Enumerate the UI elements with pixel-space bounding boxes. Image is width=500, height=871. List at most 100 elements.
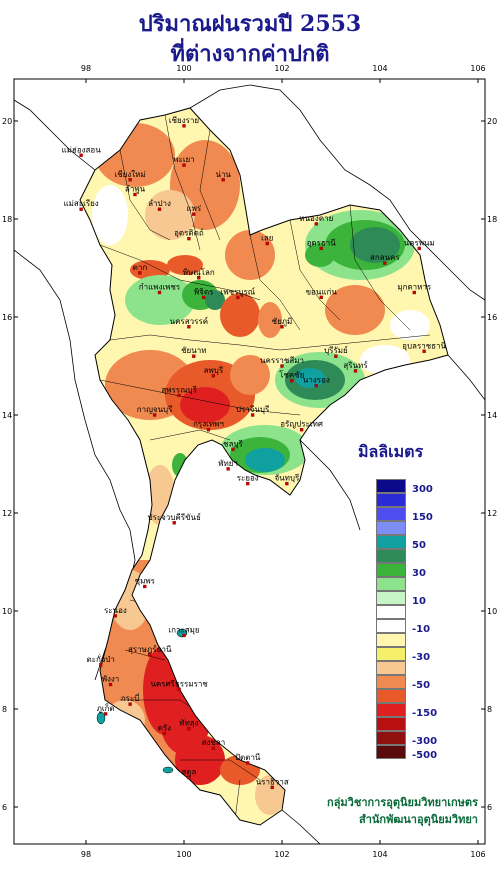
legend-label: -300 (412, 736, 438, 747)
legend-class: 150 (376, 507, 433, 523)
legend-swatch (376, 535, 406, 549)
place-label: พัทยา (218, 459, 238, 468)
legend-swatch (376, 507, 406, 521)
place-label: พิษณุโลก (183, 267, 215, 277)
station-marker (265, 241, 269, 246)
station-marker (314, 222, 318, 226)
station-marker (79, 207, 83, 211)
place-label: พังงา (102, 675, 120, 684)
place-label: ลพบุรี (204, 366, 224, 375)
legend-label: 50 (412, 540, 426, 551)
station-marker (192, 212, 196, 216)
station-marker (211, 374, 216, 378)
station-marker (133, 192, 137, 197)
station-marker (319, 246, 323, 251)
legend-class: -500 (376, 745, 437, 761)
legend-label: 10 (412, 596, 426, 607)
legend-class (376, 689, 406, 703)
lat-tick-label: 20 (2, 117, 12, 126)
station-marker (113, 614, 118, 618)
legend-label: -500 (412, 750, 438, 761)
place-label: อุบลราชธานี (402, 341, 446, 350)
station-marker (108, 682, 113, 687)
station-marker (280, 325, 284, 329)
place-label: นครสวรรค์ (170, 316, 208, 326)
place-label: หนองคาย (299, 214, 333, 223)
place-label: นางรอง (303, 376, 330, 385)
station-marker (353, 369, 358, 373)
lat-tick-label: 16 (487, 313, 497, 322)
lon-tick-label: 106 (470, 850, 485, 859)
station-marker (152, 413, 157, 417)
station-marker (182, 633, 186, 638)
legend-label: 30 (412, 568, 426, 579)
credit-line-1: กลุ่มวิชาการอุตุนิยมวิทยาเกษตร (327, 796, 478, 809)
station-marker (197, 276, 201, 280)
place-label: เชียงใหม่ (114, 170, 145, 179)
place-label: นครศรีธรรมราช (150, 679, 208, 688)
station-marker (319, 295, 323, 300)
station-marker (138, 271, 142, 275)
legend-swatch (376, 717, 406, 731)
lat-tick-label: 12 (2, 509, 12, 518)
lat-tick-label: 14 (487, 411, 497, 420)
thailand-border (79, 107, 449, 826)
legend-swatch (376, 633, 406, 647)
legend-swatch (376, 731, 406, 745)
station-marker (177, 687, 181, 692)
lat-tick-label: 8 (2, 705, 7, 714)
place-label: นครพนม (404, 238, 435, 247)
lon-tick-label: 102 (274, 850, 289, 859)
place-label: ชัยนาท (181, 346, 206, 355)
legend-label: 150 (412, 512, 433, 523)
place-label: สุราษฎร์ธานี (128, 644, 172, 654)
place-label: สุรินทร์ (343, 360, 368, 370)
legend-class (376, 605, 406, 619)
station-marker (157, 207, 162, 211)
legend-label: -50 (412, 680, 431, 691)
lat-tick-label: 10 (2, 607, 12, 616)
station-marker (206, 428, 211, 432)
legend-class: 30 (376, 563, 426, 579)
lat-tick-label: 20 (487, 117, 497, 126)
station-marker (182, 124, 186, 128)
legend-swatch (376, 521, 406, 535)
station-marker (162, 731, 167, 736)
legend-swatch (376, 675, 406, 689)
place-label: จันทบุรี (274, 474, 300, 483)
place-label: พะเยา (173, 155, 194, 164)
place-label: มุกดาหาร (397, 283, 432, 292)
place-label: ชัยภูมิ (272, 317, 293, 327)
legend-swatch (376, 745, 406, 759)
legend-swatch (376, 703, 406, 717)
place-label: ปราจีนบุรี (236, 405, 270, 414)
station-marker (314, 383, 318, 388)
station-marker (270, 785, 274, 790)
station-marker (128, 702, 132, 706)
map-title: ปริมาณฝนรวมปี 2553 (138, 11, 362, 37)
place-label: อุดรธานี (307, 238, 337, 247)
province-borders (99, 114, 431, 821)
station-marker (103, 712, 108, 716)
station-marker (99, 663, 103, 667)
map-subtitle: ที่ต่างจากค่าปกติ (170, 41, 330, 67)
place-label: แม่สะเรียง (63, 199, 98, 208)
station-marker (236, 295, 240, 300)
lat-tick-label: 6 (2, 803, 7, 812)
station-marker (226, 467, 230, 471)
station-marker (128, 178, 132, 182)
station-marker (157, 290, 162, 295)
place-label: กระบี่ (121, 692, 140, 703)
legend-title: มิลลิเมตร (358, 442, 424, 461)
place-label: บุรีรัมย์ (324, 345, 348, 355)
place-label: เลย (261, 234, 273, 243)
legend-class: -150 (376, 703, 437, 719)
legend-class: 10 (376, 591, 426, 607)
place-label: ตะกั่วป่า (86, 653, 114, 664)
place-label: อรัญประเทศ (280, 420, 323, 429)
legend-class: -10 (376, 619, 430, 635)
station-marker (182, 163, 186, 167)
lon-tick-label: 104 (372, 64, 387, 73)
